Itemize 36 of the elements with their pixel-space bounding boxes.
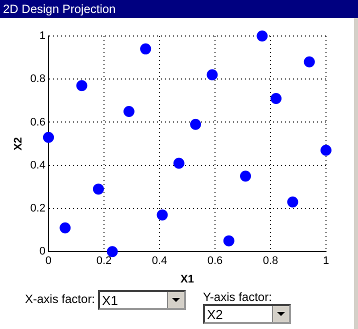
point [123,106,134,117]
y-tick-label: 1 [39,30,46,42]
point [140,43,152,54]
point [223,235,234,246]
point [320,144,332,156]
point [256,30,268,42]
chart-title: 2D Design Projection [0,0,358,18]
point [173,158,184,169]
y-tick-label: 0.6 [30,116,46,128]
y-tick-label: 0.8 [30,73,46,86]
point [156,209,168,220]
x-tick-label: 0.6 [207,255,223,268]
x-axis-title: X1 [180,273,194,286]
point [304,56,315,68]
y-axis-title: X2 [12,137,25,151]
text: Y-axis factor: [203,290,272,304]
dropdown-field: X2 [203,304,291,324]
x-tick-label: 0.8 [262,255,278,268]
point [106,246,118,258]
x-tick-label: 1 [322,255,330,268]
point [92,184,104,195]
y-tick-label: 0.2 [30,202,46,215]
point [287,196,298,208]
x-tick-label: 0.4 [152,255,168,268]
point [60,222,71,234]
point [240,170,252,182]
point [76,80,88,92]
point [206,69,218,80]
y-tick-label: 0.4 [30,159,46,172]
point [190,118,202,130]
point [42,132,54,143]
point [270,93,282,104]
y-tick-label: 0 [39,246,46,258]
dropdown-field: X1 [98,290,186,310]
x-tick-label: 0.2 [96,255,112,268]
text: X-axis factor: [25,292,96,306]
